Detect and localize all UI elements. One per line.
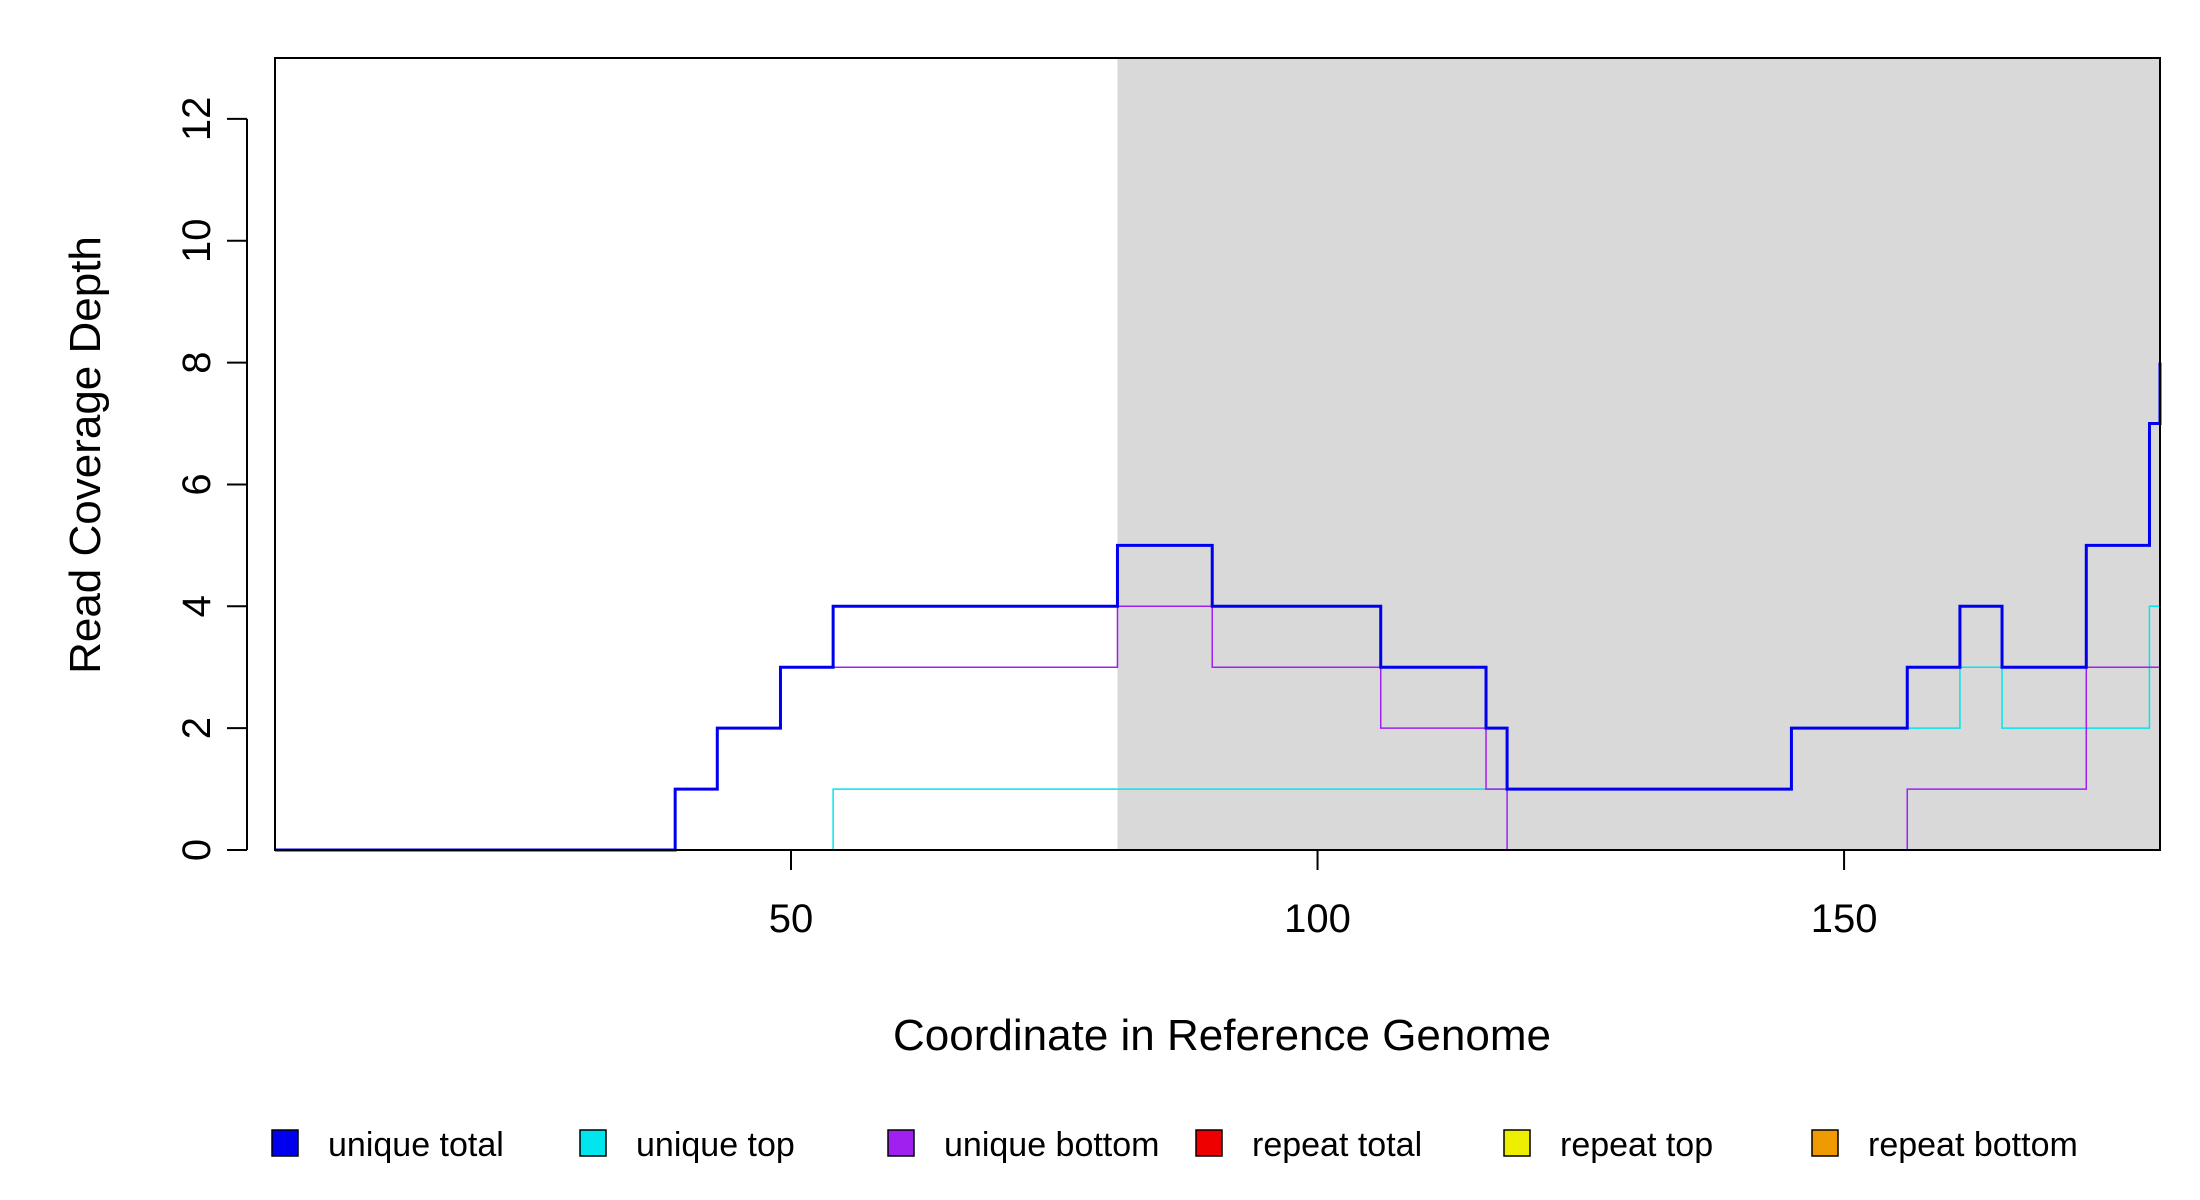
legend-item-repeat-total: repeat total — [1195, 1126, 1422, 1164]
plot-frame — [274, 57, 2161, 851]
legend-label: repeat bottom — [1868, 1126, 2078, 1164]
y-tick-label: 8 — [175, 351, 219, 373]
legend-label: repeat top — [1560, 1126, 1713, 1164]
legend-item-repeat-bottom: repeat bottom — [1811, 1126, 2078, 1164]
x-tick-label: 150 — [1811, 897, 1878, 941]
legend: unique total unique top unique bottom repea… — [271, 1126, 2078, 1164]
plot-background — [1117, 58, 2160, 850]
legend-item-unique-total: unique total — [271, 1126, 504, 1164]
y-tick-label: 12 — [175, 97, 219, 142]
y-tick-label: 6 — [175, 473, 219, 495]
legend-swatch — [579, 1129, 607, 1157]
x-axis: 50 100 150 — [769, 850, 1878, 941]
y-axis: 0 2 4 6 8 10 12 — [175, 97, 248, 861]
y-tick-label: 2 — [175, 717, 219, 739]
y-tick-label: 4 — [175, 595, 219, 617]
x-tick-label: 100 — [1284, 897, 1351, 941]
legend-item-repeat-top: repeat top — [1503, 1126, 1713, 1164]
y-axis-label: Read Coverage Depth — [61, 236, 110, 674]
legend-label: unique bottom — [944, 1126, 1160, 1164]
legend-label: unique total — [328, 1126, 504, 1164]
legend-item-unique-bottom: unique bottom — [887, 1126, 1160, 1164]
x-axis-label: Coordinate in Reference Genome — [893, 1011, 1551, 1060]
x-tick-label: 50 — [769, 897, 814, 941]
series-line-unique-top — [275, 605, 2160, 851]
legend-swatch — [1811, 1129, 1839, 1157]
shaded-region — [1117, 58, 2160, 850]
legend-label: repeat total — [1252, 1126, 1422, 1164]
y-tick-label: 0 — [175, 839, 219, 861]
legend-swatch — [1503, 1129, 1531, 1157]
series-line-unique-total — [275, 362, 2162, 852]
legend-swatch — [887, 1129, 915, 1157]
legend-swatch — [1195, 1129, 1223, 1157]
y-tick-label: 10 — [175, 219, 219, 264]
legend-item-unique-top: unique top — [579, 1126, 795, 1164]
legend-swatch — [271, 1129, 299, 1157]
legend-label: unique top — [636, 1126, 795, 1164]
